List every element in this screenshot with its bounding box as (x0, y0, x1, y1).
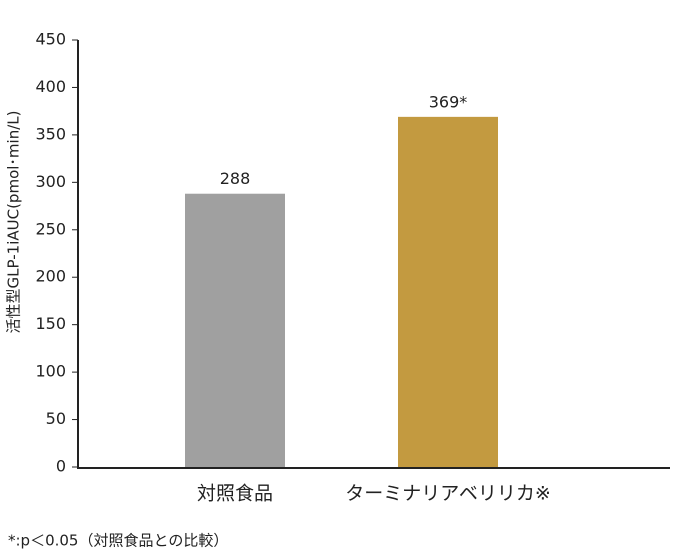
bar (185, 193, 285, 467)
y-tick-label: 50 (46, 409, 66, 428)
data-label: 288 (220, 169, 251, 188)
data-label: 369* (429, 92, 468, 111)
y-tick-label: 150 (35, 314, 66, 333)
y-axis-label: 活性型GLP-1iAUC(pmol･min/L) (5, 111, 23, 334)
x-tick-label: ターミナリアベリリカ※ (345, 483, 551, 505)
y-tick-label: 100 (35, 362, 66, 381)
y-tick-label: 300 (35, 172, 66, 191)
x-tick-label: 対照食品 (197, 483, 273, 505)
footnote: *:p＜0.05（対照食品との比較） (8, 532, 228, 550)
y-tick-label: 350 (35, 124, 66, 143)
y-tick-label: 0 (56, 457, 66, 476)
y-tick-label: 200 (35, 267, 66, 286)
bar (398, 116, 498, 468)
y-tick-label: 450 (35, 30, 66, 49)
y-tick-label: 400 (35, 77, 66, 96)
y-tick-label: 250 (35, 219, 66, 238)
